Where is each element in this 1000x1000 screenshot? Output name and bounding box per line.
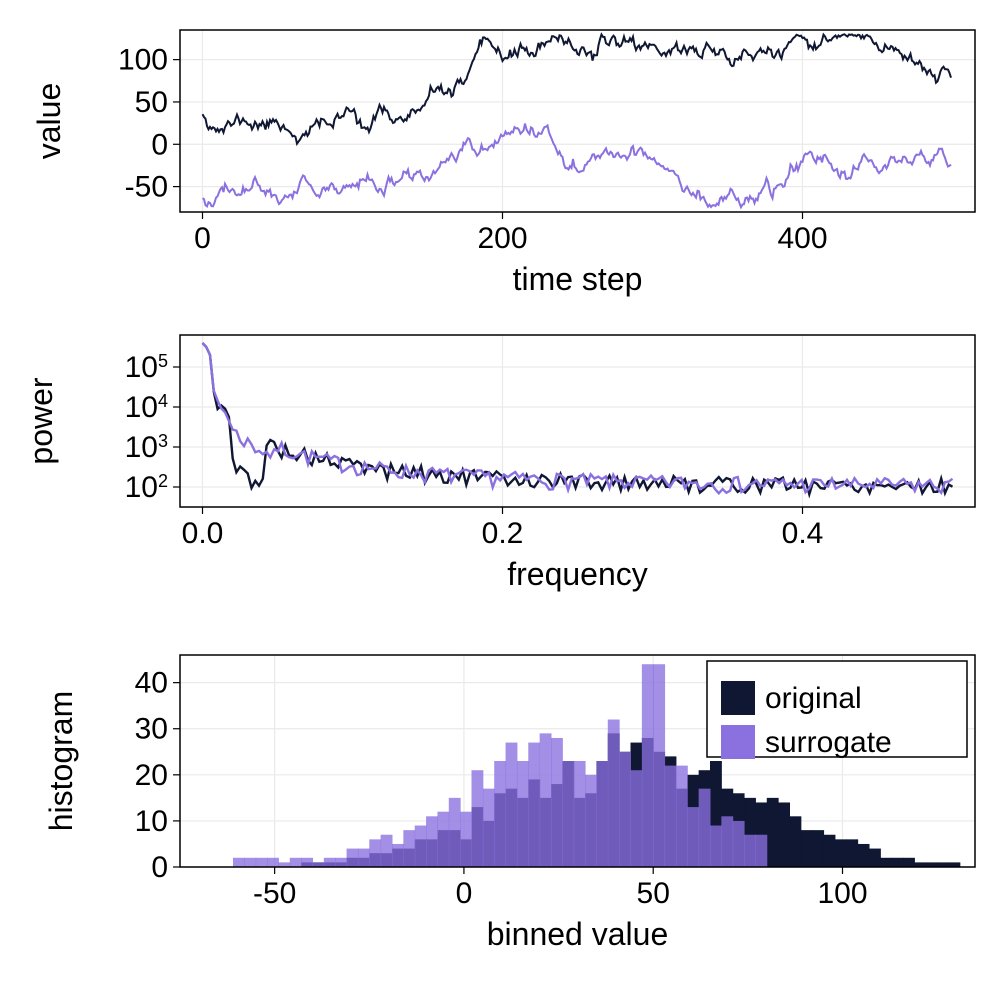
hist-bar-surrogate [324, 858, 336, 867]
hist-bar-surrogate [392, 844, 404, 867]
xtick-label: 0 [194, 222, 211, 255]
hist-bar-surrogate [472, 770, 484, 867]
hist-bar-original [858, 844, 870, 867]
hist-bar-surrogate [540, 733, 552, 867]
ytick-label: 10 [135, 805, 168, 838]
panel-timeseries: 0 200 400 -50 0 50 100 time step value [31, 30, 975, 297]
hist-bar-surrogate [687, 807, 699, 867]
hist-bar-surrogate [733, 821, 745, 867]
hist-bar-surrogate [233, 858, 245, 867]
hist-bar-surrogate [290, 858, 302, 867]
hist-bar-surrogate [631, 770, 643, 867]
xtick-label: 50 [637, 877, 670, 910]
xtick-label: 100 [817, 877, 867, 910]
hist-bar-surrogate [744, 835, 756, 867]
xtick-label: 0.0 [182, 517, 224, 550]
hist-bar-surrogate [460, 812, 472, 867]
hist-bar-surrogate [585, 775, 597, 867]
xlabel: frequency [507, 556, 648, 592]
hist-bar-surrogate [710, 826, 722, 867]
hist-bar-surrogate [347, 849, 359, 867]
legend-label: original [765, 682, 862, 715]
hist-bar-surrogate [358, 849, 370, 867]
hist-bar-surrogate [381, 835, 393, 867]
panel-spectrum: 0.0 0.2 0.4 102 103 104 105 frequency power [23, 335, 975, 592]
hist-bar-original [790, 816, 802, 867]
legend-swatch [721, 725, 755, 759]
ytick-label: 30 [135, 713, 168, 746]
ytick-label: 104 [125, 391, 168, 424]
hist-bar-surrogate [301, 858, 313, 867]
hist-bar-surrogate [676, 766, 688, 867]
hist-bar-surrogate [528, 743, 540, 867]
xtick-label: 0 [456, 877, 473, 910]
hist-bar-original [869, 849, 881, 867]
hist-bar-surrogate [267, 858, 279, 867]
hist-bar-surrogate [642, 664, 654, 867]
xlabel: time step [513, 261, 643, 297]
hist-bar-original [767, 798, 779, 867]
hist-bar-surrogate [721, 816, 733, 867]
ytick-label: 103 [125, 431, 168, 464]
hist-bar-original [801, 830, 813, 867]
hist-bar-original [778, 802, 790, 867]
hist-bar-surrogate [596, 761, 608, 867]
hist-bar-surrogate [256, 858, 268, 867]
hist-bar-surrogate [403, 830, 415, 867]
hist-bar-surrogate [437, 812, 449, 867]
hist-bar-surrogate [426, 816, 438, 867]
legend-swatch [721, 681, 755, 715]
ylabel: value [31, 83, 67, 160]
ytick-label: 0 [151, 851, 168, 884]
hist-bar-surrogate [562, 761, 574, 867]
ytick-label: 20 [135, 759, 168, 792]
ytick-label: 105 [125, 351, 168, 384]
hist-bar-surrogate [517, 761, 529, 867]
hist-bar-original [812, 830, 824, 867]
ytick-label: -50 [125, 171, 168, 204]
legend: original surrogate [707, 661, 967, 759]
ytick-label: 50 [135, 86, 168, 119]
hist-bar-surrogate [608, 720, 620, 867]
figure: 0200400-50050100time stepvalue0.00.20.41… [0, 0, 1000, 1000]
hist-bar-surrogate [244, 858, 256, 867]
hist-bar-original [880, 858, 892, 867]
ytick-label: 102 [125, 471, 168, 504]
xtick-label: -50 [253, 877, 296, 910]
hist-bar-surrogate [574, 761, 586, 867]
hist-bar-original [892, 858, 904, 867]
hist-bar-surrogate [755, 835, 767, 867]
hist-bar-original [903, 858, 915, 867]
ylabel: histogram [43, 691, 79, 832]
ytick-label: 0 [151, 128, 168, 161]
xtick-label: 0.2 [482, 517, 524, 550]
hist-bar-surrogate [494, 761, 506, 867]
hist-bar-surrogate [483, 789, 495, 867]
hist-bar-surrogate [551, 738, 563, 867]
ylabel: power [23, 377, 59, 465]
hist-bar-surrogate [699, 789, 711, 867]
hist-bar-surrogate [369, 839, 381, 867]
hist-bar-surrogate [415, 826, 427, 867]
ytick-label: 40 [135, 667, 168, 700]
hist-bar-surrogate [653, 664, 665, 867]
hist-bar-original [835, 839, 847, 867]
ytick-label: 100 [118, 44, 168, 77]
xlabel: binned value [487, 916, 668, 952]
hist-bar-surrogate [335, 858, 347, 867]
hist-bar-surrogate [506, 743, 518, 867]
xtick-label: 0.4 [782, 517, 824, 550]
legend-label: surrogate [765, 726, 892, 759]
figure-svg: 0200400-50050100time stepvalue0.00.20.41… [0, 0, 1000, 1000]
hist-bar-original [824, 835, 836, 867]
hist-bar-surrogate [665, 766, 677, 867]
xtick-label: 400 [777, 222, 827, 255]
hist-bar-surrogate [449, 798, 461, 867]
xtick-label: 200 [477, 222, 527, 255]
hist-bar-original [846, 839, 858, 867]
hist-bar-surrogate [619, 752, 631, 867]
